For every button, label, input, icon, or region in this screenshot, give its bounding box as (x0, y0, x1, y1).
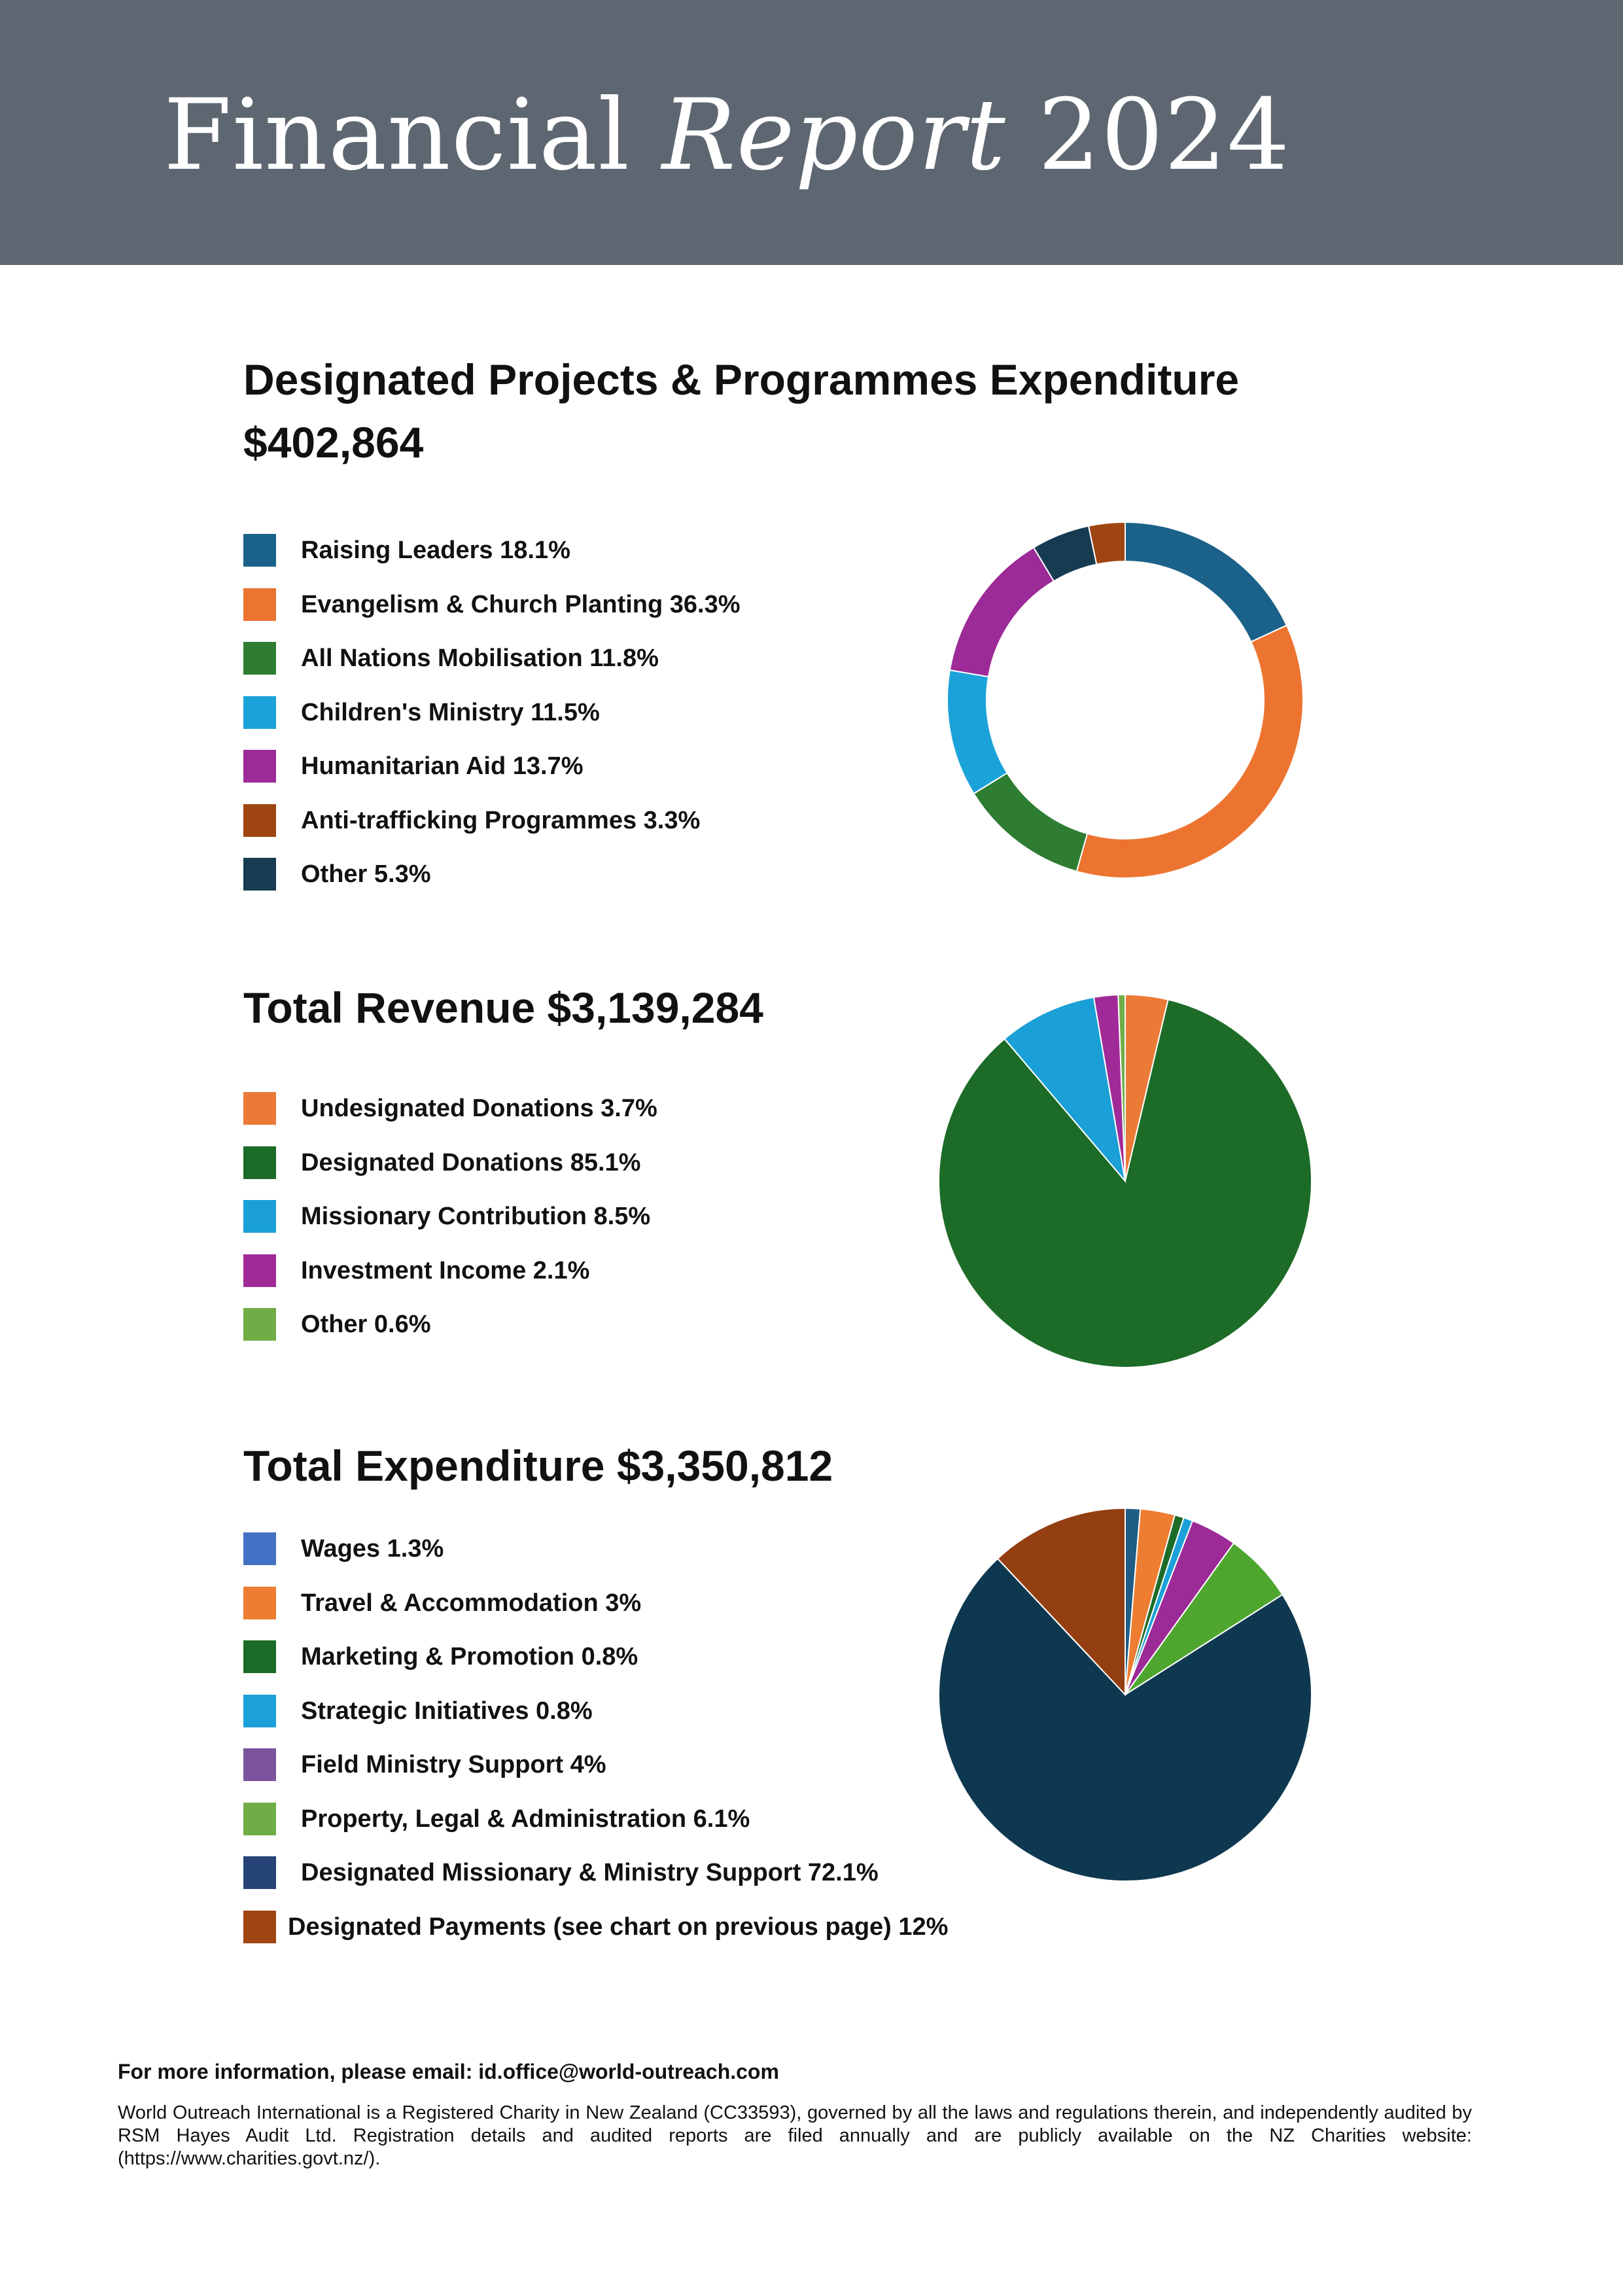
slice-designated-donations-85-1 (938, 998, 1312, 1368)
title-word-report: Report (661, 79, 1006, 192)
legend-label: Children's Ministry 11.5% (301, 698, 600, 726)
legend-label: Humanitarian Aid 13.7% (301, 752, 584, 780)
legend-label: Designated Payments (see chart on previo… (288, 1913, 949, 1941)
total-revenue-pie-chart (938, 993, 1312, 1368)
legend-label: Raising Leaders 18.1% (301, 537, 570, 564)
designated-projects-donut-chart (947, 521, 1304, 879)
legend-label: Designated Missionary & Ministry Support… (301, 1859, 879, 1886)
designated-projects-heading: Designated Projects & Programmes Expendi… (243, 355, 1240, 404)
total-revenue-title: Total Revenue $3,139,284 (243, 983, 763, 1032)
legend-swatch (243, 1694, 276, 1727)
legend-label: Strategic Initiatives 0.8% (301, 1697, 593, 1725)
slice-raising-leaders-18-1 (1125, 521, 1288, 643)
legend-label: Other 0.6% (301, 1311, 431, 1338)
legend-label: Missionary Contribution 8.5% (301, 1203, 651, 1230)
designated-projects-title: Designated Projects & Programmes Expendi… (243, 348, 1239, 474)
legend-swatch (243, 1254, 276, 1287)
legend-label: Marketing & Promotion 0.8% (301, 1643, 638, 1670)
legend-label: Designated Donations 85.1% (301, 1148, 641, 1176)
legend-label: Investment Income 2.1% (301, 1256, 590, 1284)
legend-swatch (243, 588, 276, 621)
total-expenditure-pie-chart (938, 1507, 1312, 1882)
legend-label: Undesignated Donations 3.7% (301, 1095, 657, 1122)
legend-swatch (243, 642, 276, 675)
legend-label: Anti-trafficking Programmes 3.3% (301, 806, 701, 834)
contact-email-line: For more information, please email: id.o… (118, 2060, 779, 2083)
total-expenditure-title: Total Expenditure $3,350,812 (243, 1441, 833, 1490)
legend-swatch (243, 534, 276, 567)
slice-evangelism-church-planting-36-3 (1075, 624, 1304, 879)
slice-designated-payments-12 (996, 1507, 1126, 1697)
header-banner: Financial Report 2024 (0, 0, 1623, 265)
legend-swatch (243, 1856, 276, 1889)
legend-swatch (243, 1146, 276, 1179)
legend-swatch (243, 696, 276, 729)
slice-designated-missionary-ministry-support-72-1 (938, 1557, 1312, 1882)
legend-label: Evangelism & Church Planting 36.3% (301, 590, 741, 618)
title-word-year: 2024 (1038, 79, 1291, 192)
legend-swatch (243, 1910, 276, 1943)
legend-swatch (243, 1200, 276, 1233)
legend-swatch (243, 1532, 276, 1565)
legend-swatch (243, 1802, 276, 1835)
legend-swatch (243, 1586, 276, 1619)
charity-registration-note: World Outreach International is a Regist… (118, 2102, 1472, 2169)
legend-swatch (243, 1748, 276, 1781)
legend-label: Wages 1.3% (301, 1535, 444, 1563)
legend-swatch (243, 1092, 276, 1125)
legend-label: Field Ministry Support 4% (301, 1751, 606, 1778)
slice-humanitarian-aid-13-7 (949, 546, 1055, 678)
designated-projects-total: $402,864 (243, 418, 424, 467)
legend-swatch (243, 804, 276, 837)
slice-missionary-contribution-8-5 (1003, 996, 1126, 1184)
legend-swatch (243, 1308, 276, 1341)
slice-all-nations-mobilisation-11-8 (973, 771, 1089, 872)
legend-swatch (243, 750, 276, 783)
slice-children-s-ministry-11-5 (947, 669, 1008, 795)
slice-anti-trafficking-programmes-3-3 (1087, 521, 1126, 565)
legend-swatch (243, 1640, 276, 1673)
slice-other-0-6 (1117, 993, 1126, 1182)
page-title: Financial Report 2024 (164, 79, 1290, 192)
legend-label: All Nations Mobilisation 11.8% (301, 645, 659, 672)
legend-label: Travel & Accommodation 3% (301, 1589, 642, 1617)
legend-label: Property, Legal & Administration 6.1% (301, 1805, 750, 1833)
title-word-financial: Financial (164, 79, 631, 192)
legend-swatch (243, 858, 276, 891)
legend-label: Other 5.3% (301, 860, 431, 888)
